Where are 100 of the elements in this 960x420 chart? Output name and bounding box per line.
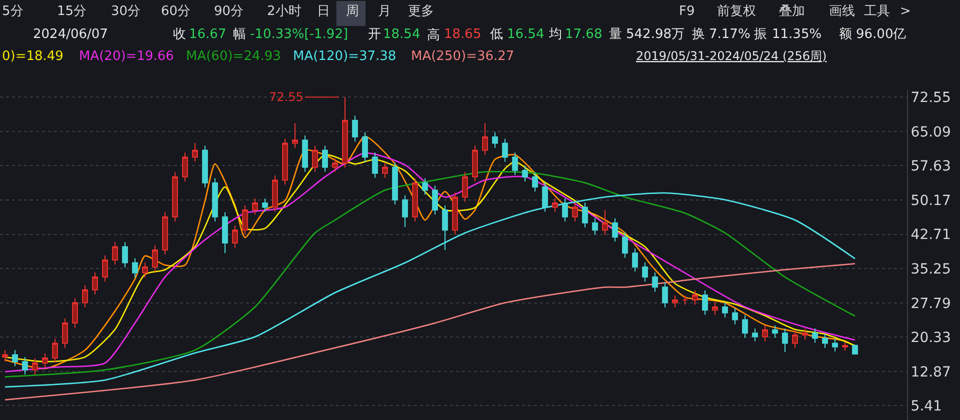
candlestick bbox=[722, 302, 728, 318]
text: 15分 bbox=[57, 4, 87, 19]
y-tick-label: 27.79 bbox=[910, 296, 951, 312]
candlestick bbox=[252, 198, 258, 216]
line-series bbox=[4, 263, 856, 400]
candlestick bbox=[392, 162, 398, 205]
text: 542.98万 bbox=[626, 27, 684, 42]
candlestick bbox=[2, 350, 8, 362]
text: 11.35% bbox=[772, 27, 822, 42]
y-tick-label: 20.33 bbox=[910, 330, 951, 346]
candlestick bbox=[462, 172, 468, 202]
candlestick bbox=[422, 178, 428, 196]
candlestick bbox=[452, 192, 458, 236]
text: 均 bbox=[548, 27, 562, 42]
candlestick bbox=[732, 308, 738, 325]
text: 低 bbox=[490, 27, 503, 42]
candlestick bbox=[212, 178, 218, 222]
candlestick bbox=[412, 178, 418, 222]
candlestick bbox=[842, 342, 848, 352]
annotation: 72.55 bbox=[269, 90, 304, 104]
text: > bbox=[900, 4, 911, 19]
y-tick-label: 42.71 bbox=[910, 227, 951, 244]
candlestick bbox=[372, 152, 378, 178]
candlestick bbox=[142, 262, 148, 278]
candlestick bbox=[192, 142, 198, 162]
text: MA(250)=36.27 bbox=[411, 49, 514, 64]
text: 2024/06/07 bbox=[33, 27, 108, 42]
text: 0)=18.49 bbox=[2, 49, 64, 64]
candlestick bbox=[592, 218, 598, 236]
candlestick bbox=[442, 204, 448, 250]
candlestick bbox=[332, 158, 338, 172]
text: 90分 bbox=[214, 4, 244, 19]
candlestick bbox=[832, 338, 838, 352]
candlestick bbox=[652, 272, 658, 292]
text: 7.17% bbox=[709, 27, 750, 42]
candlestick bbox=[22, 356, 28, 375]
text: 16.67 bbox=[189, 27, 226, 42]
candlestick bbox=[762, 324, 768, 342]
candlestick bbox=[82, 284, 88, 308]
text: MA(60)=24.93 bbox=[186, 49, 281, 64]
candlestick bbox=[172, 172, 178, 222]
candlestick bbox=[482, 122, 488, 156]
candlestick bbox=[572, 202, 578, 222]
text: 2小时 bbox=[267, 4, 302, 19]
candlestick bbox=[852, 344, 858, 356]
text: 17.68 bbox=[565, 27, 602, 42]
y-tick-label: 50.17 bbox=[910, 192, 951, 209]
candlestick bbox=[32, 358, 38, 375]
candlestick bbox=[782, 328, 788, 352]
candlestick bbox=[692, 290, 698, 306]
text: 收 bbox=[173, 27, 186, 42]
candlestick bbox=[202, 145, 208, 188]
candlestick bbox=[642, 262, 648, 282]
candlestick bbox=[262, 198, 268, 212]
candlestick bbox=[562, 198, 568, 222]
text: 画线 bbox=[829, 4, 855, 19]
candlestick bbox=[162, 212, 168, 256]
text: 96.00亿 bbox=[856, 27, 906, 42]
candlestick bbox=[472, 145, 478, 182]
candlestick bbox=[542, 182, 548, 212]
candlestick bbox=[672, 294, 678, 308]
candlestick bbox=[312, 145, 318, 172]
text: 18.65 bbox=[444, 27, 482, 42]
candlestick bbox=[742, 314, 748, 338]
text: 60分 bbox=[161, 4, 191, 19]
candlestick bbox=[282, 138, 288, 186]
candlestick bbox=[812, 328, 818, 344]
text: 日 bbox=[317, 4, 330, 19]
candlestick bbox=[792, 330, 798, 348]
candlestick bbox=[382, 162, 388, 178]
candlestick bbox=[42, 352, 48, 368]
candlestick bbox=[602, 209, 608, 236]
y-tick-label: 72.55 bbox=[910, 90, 951, 106]
candlestick bbox=[132, 258, 138, 278]
text: MA(120)=37.38 bbox=[293, 49, 396, 64]
candlestick bbox=[402, 194, 408, 228]
candlestick bbox=[802, 328, 808, 340]
candlestick bbox=[62, 318, 68, 348]
text: 换 bbox=[692, 27, 705, 42]
candlestick bbox=[182, 152, 188, 182]
candlestick bbox=[662, 282, 668, 308]
text: -10.33%[-1.92] bbox=[250, 27, 348, 42]
text: 更多 bbox=[408, 4, 434, 19]
candlestick bbox=[152, 244, 158, 272]
candlestick bbox=[532, 172, 538, 192]
y-tick-label: 12.87 bbox=[910, 364, 951, 380]
text: 18.54 bbox=[383, 27, 420, 42]
candlestick bbox=[52, 338, 58, 364]
candlestick bbox=[352, 115, 358, 142]
text: MA(20)=19.66 bbox=[79, 49, 174, 64]
candlestick bbox=[222, 212, 228, 254]
candlestick bbox=[822, 333, 828, 348]
candlestick bbox=[72, 298, 78, 328]
candlestick bbox=[522, 165, 528, 182]
candlestick bbox=[232, 225, 238, 248]
candlestick bbox=[712, 302, 718, 316]
y-tick-label: 5.41 bbox=[910, 398, 942, 415]
text: 幅 bbox=[233, 27, 246, 42]
candlestick bbox=[512, 152, 518, 176]
text: 16.54 bbox=[507, 27, 544, 42]
